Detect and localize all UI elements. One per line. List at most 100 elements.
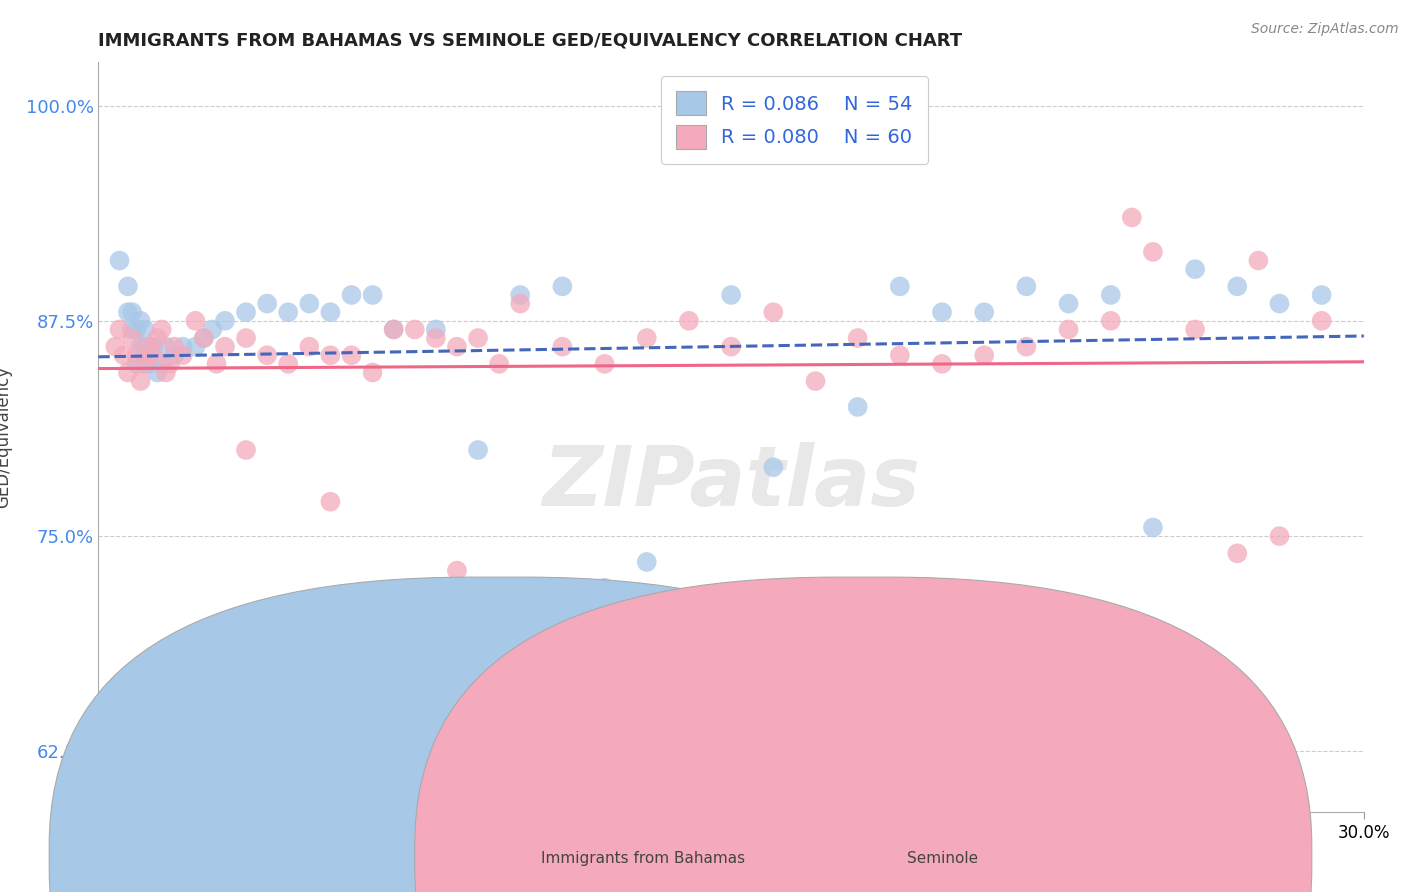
Point [125,357,148,371]
Point [846,400,869,414]
Point [361,366,384,380]
Point [298,296,321,310]
Point [1015,279,1038,293]
Point [117,305,139,319]
Point [159,357,181,371]
Point [235,442,257,457]
Point [636,331,658,345]
Point [1226,546,1249,560]
Point [1310,314,1333,328]
Point [129,314,152,328]
Point [125,322,148,336]
Point [593,581,616,595]
Point [846,331,869,345]
Point [172,348,194,362]
Point [931,305,953,319]
Point [509,288,531,302]
Point [720,340,742,354]
Point [121,331,143,345]
Point [361,288,384,302]
Text: Immigrants from Bahamas: Immigrants from Bahamas [541,851,745,865]
Point [163,348,186,362]
Point [129,374,152,388]
Point [121,305,143,319]
Point [150,357,173,371]
Point [446,340,468,354]
Point [125,348,148,362]
Point [277,357,299,371]
Point [931,357,953,371]
Point [973,305,995,319]
Point [1099,314,1122,328]
Point [319,348,342,362]
Point [134,357,156,371]
Point [636,555,658,569]
Point [762,460,785,475]
Point [277,305,299,319]
Point [104,340,127,354]
Point [138,357,160,371]
Point [1268,529,1291,543]
Point [1184,262,1206,277]
Point [340,288,363,302]
Point [614,598,637,612]
Point [467,442,489,457]
Point [488,701,510,715]
Point [804,98,827,112]
Point [404,322,426,336]
Point [1057,322,1080,336]
Point [425,331,447,345]
Point [678,701,700,715]
Point [201,322,224,336]
Point [108,253,131,268]
Point [720,288,742,302]
Point [235,305,257,319]
Point [214,314,236,328]
Point [1121,211,1143,225]
Legend: R = 0.086    N = 54, R = 0.080    N = 60: R = 0.086 N = 54, R = 0.080 N = 60 [661,76,928,164]
Point [298,340,321,354]
Point [134,322,156,336]
Y-axis label: GED/Equivalency: GED/Equivalency [0,366,11,508]
Point [425,322,447,336]
Point [762,305,785,319]
Point [142,348,165,362]
Text: ZIPatlas: ZIPatlas [543,442,920,523]
Point [446,564,468,578]
Point [134,357,156,371]
Point [100,762,122,776]
Point [593,357,616,371]
Point [134,340,156,354]
Point [319,494,342,508]
Point [1184,322,1206,336]
Point [340,348,363,362]
Point [117,279,139,293]
Text: IMMIGRANTS FROM BAHAMAS VS SEMINOLE GED/EQUIVALENCY CORRELATION CHART: IMMIGRANTS FROM BAHAMAS VS SEMINOLE GED/… [98,32,963,50]
Point [889,279,911,293]
Point [1247,253,1270,268]
Point [973,348,995,362]
Point [488,357,510,371]
Point [551,340,574,354]
Point [382,322,405,336]
Point [184,340,207,354]
Point [1057,296,1080,310]
Point [1015,340,1038,354]
Point [1310,288,1333,302]
Point [256,296,278,310]
Point [551,279,574,293]
Point [319,305,342,319]
Point [108,322,131,336]
Point [129,340,152,354]
Point [509,296,531,310]
Point [678,314,700,328]
Point [256,348,278,362]
Point [155,366,177,380]
Point [467,331,489,345]
Text: Source: ZipAtlas.com: Source: ZipAtlas.com [1251,22,1399,37]
Point [193,331,215,345]
Point [172,340,194,354]
Point [142,340,165,354]
Point [117,366,139,380]
Point [235,331,257,345]
